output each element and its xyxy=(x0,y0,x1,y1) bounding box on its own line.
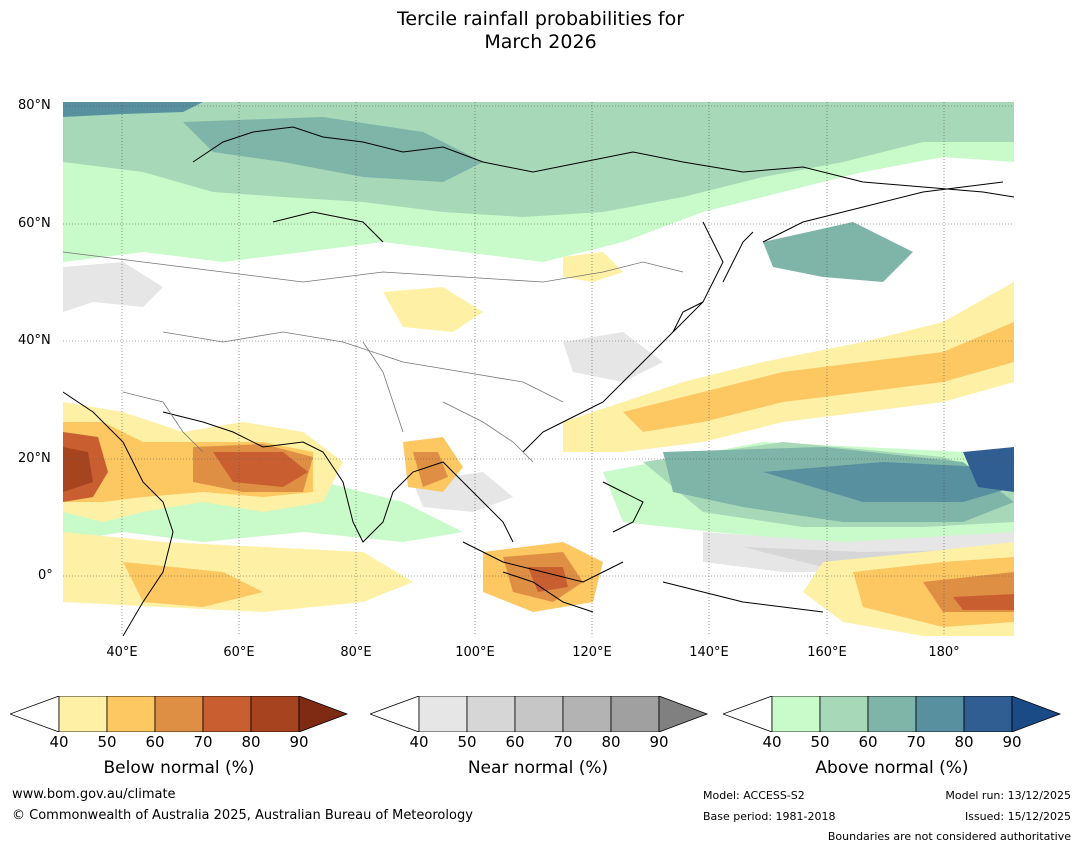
lon-label-120e: 120°E xyxy=(572,645,612,660)
above-lower-extension xyxy=(723,696,773,732)
below-swatch-50 xyxy=(106,696,156,732)
above-normal-label: Above normal (%) xyxy=(815,758,969,778)
base-period-info: Base period: 1981-2018 xyxy=(703,810,836,823)
below-normal-colorbar xyxy=(10,696,349,732)
lon-label-100e: 100°E xyxy=(455,645,495,660)
near-upper-extension xyxy=(658,696,709,732)
boundary-disclaimer: Boundaries are not considered authoritat… xyxy=(827,830,1071,843)
model-run-date: Model run: 13/12/2025 xyxy=(945,789,1071,802)
lon-label-40e: 40°E xyxy=(106,645,138,660)
lat-label-60n: 60°N xyxy=(18,216,51,231)
near-tick-70: 70 xyxy=(553,733,573,751)
above-tick-80: 80 xyxy=(954,733,974,751)
near-tick-50: 50 xyxy=(457,733,477,751)
map-svg xyxy=(63,102,1014,636)
above-swatch-60 xyxy=(867,696,917,732)
near-normal-colorbar xyxy=(370,696,709,732)
lon-label-60e: 60°E xyxy=(223,645,255,660)
above-upper-extension xyxy=(1011,696,1062,732)
title-line-2: March 2026 xyxy=(484,31,597,53)
below-upper-extension xyxy=(298,696,349,732)
near-lower-extension xyxy=(370,696,420,732)
near-swatch-50 xyxy=(466,696,516,732)
near-swatch-80 xyxy=(610,696,660,732)
near-swatch-70 xyxy=(562,696,612,732)
below-tick-80: 80 xyxy=(241,733,261,751)
below-normal-regions xyxy=(63,252,1014,636)
above-tick-40: 40 xyxy=(762,733,782,751)
website-link[interactable]: www.bom.gov.au/climate xyxy=(12,787,176,802)
below-swatch-80 xyxy=(250,696,300,732)
below-normal-label: Below normal (%) xyxy=(103,758,255,778)
graticule xyxy=(63,102,1014,636)
chart-title: Tercile rainfall probabilities for March… xyxy=(0,8,1081,54)
lat-label-40n: 40°N xyxy=(18,333,51,348)
lon-label-180: 180° xyxy=(928,645,960,660)
near-tick-90: 90 xyxy=(649,733,669,751)
below-swatch-40 xyxy=(58,696,108,732)
near-tick-40: 40 xyxy=(409,733,429,751)
above-tick-70: 70 xyxy=(906,733,926,751)
near-tick-60: 60 xyxy=(505,733,525,751)
model-info: Model: ACCESS-S2 xyxy=(703,789,805,802)
copyright-text: © Commonwealth of Australia 2025, Austra… xyxy=(12,808,473,823)
below-tick-40: 40 xyxy=(49,733,69,751)
above-tick-90: 90 xyxy=(1002,733,1022,751)
above-normal-colorbar xyxy=(723,696,1062,732)
above-swatch-50 xyxy=(819,696,869,732)
lat-label-20n: 20°N xyxy=(18,451,51,466)
near-tick-80: 80 xyxy=(601,733,621,751)
lon-label-80e: 80°E xyxy=(340,645,372,660)
issued-date: Issued: 15/12/2025 xyxy=(964,810,1071,823)
country-boundaries xyxy=(63,251,684,463)
below-swatch-60 xyxy=(154,696,204,732)
above-swatch-80 xyxy=(963,696,1013,732)
probability-map xyxy=(63,102,1014,636)
lon-label-160e: 160°E xyxy=(807,645,847,660)
below-tick-50: 50 xyxy=(97,733,117,751)
below-tick-90: 90 xyxy=(289,733,309,751)
below-swatch-70 xyxy=(202,696,252,732)
near-normal-regions xyxy=(63,262,1014,572)
lat-label-0: 0° xyxy=(38,568,53,583)
above-normal-regions xyxy=(63,102,1014,542)
above-tick-50: 50 xyxy=(810,733,830,751)
near-swatch-60 xyxy=(514,696,564,732)
near-swatch-40 xyxy=(418,696,468,732)
above-swatch-40 xyxy=(771,696,821,732)
lon-label-140e: 140°E xyxy=(689,645,729,660)
near-normal-label: Near normal (%) xyxy=(467,758,609,778)
coastlines xyxy=(63,126,1014,636)
above-tick-60: 60 xyxy=(858,733,878,751)
below-lower-extension xyxy=(10,696,60,732)
below-tick-70: 70 xyxy=(193,733,213,751)
above-swatch-70 xyxy=(915,696,965,732)
title-line-1: Tercile rainfall probabilities for xyxy=(396,8,685,30)
lat-label-80n: 80°N xyxy=(18,98,51,113)
below-tick-60: 60 xyxy=(145,733,165,751)
